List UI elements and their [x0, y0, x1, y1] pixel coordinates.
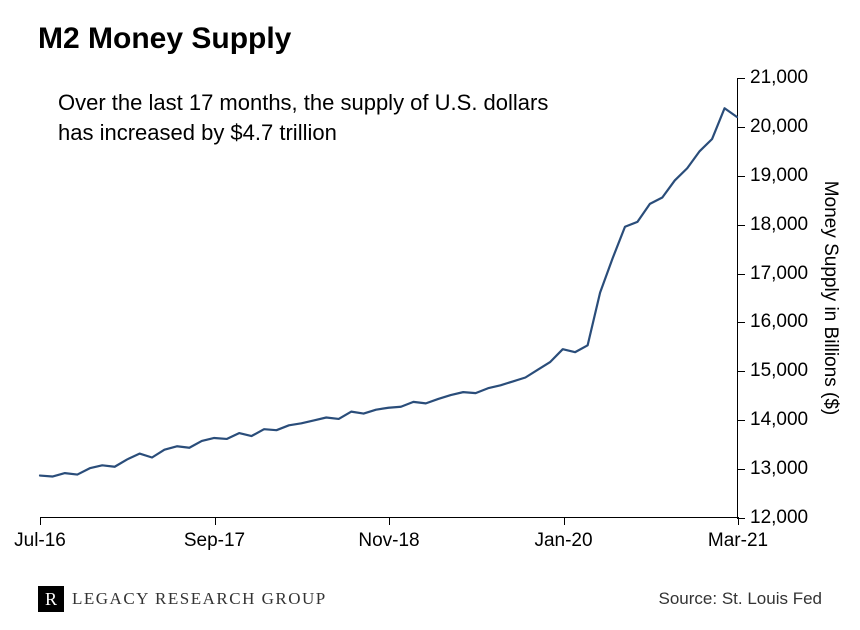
y-tick-label: 20,000 [750, 116, 808, 138]
y-tick [737, 127, 745, 128]
y-tick [737, 274, 745, 275]
brand: R LEGACY RESEARCH GROUP [38, 586, 327, 612]
x-tick [40, 517, 41, 525]
y-tick [737, 78, 745, 79]
y-tick-label: 13,000 [750, 458, 808, 480]
source-label: Source: St. Louis Fed [659, 589, 822, 609]
y-tick [737, 322, 745, 323]
y-tick-label: 16,000 [750, 311, 808, 333]
y-tick [737, 371, 745, 372]
y-tick-label: 15,000 [750, 360, 808, 382]
x-tick-label: Nov-18 [358, 530, 419, 552]
x-tick [564, 517, 565, 525]
x-tick-label: Sep-17 [184, 530, 245, 552]
chart-container: M2 Money Supply Over the last 17 months,… [0, 0, 860, 630]
x-tick [738, 517, 739, 525]
plot-area: Over the last 17 months, the supply of U… [40, 78, 738, 518]
y-axis-title: Money Supply in Billions ($) [819, 181, 841, 415]
y-tick-label: 17,000 [750, 263, 808, 285]
x-tick-label: Jan-20 [534, 530, 592, 552]
y-tick-label: 21,000 [750, 67, 808, 89]
y-tick [737, 420, 745, 421]
y-tick-label: 14,000 [750, 409, 808, 431]
chart-footer: R LEGACY RESEARCH GROUP Source: St. Loui… [38, 586, 822, 612]
chart-title: M2 Money Supply [38, 22, 291, 56]
y-tick-label: 18,000 [750, 214, 808, 236]
y-tick [737, 176, 745, 177]
line-series [40, 78, 737, 517]
y-tick-label: 19,000 [750, 165, 808, 187]
brand-text: LEGACY RESEARCH GROUP [72, 589, 327, 609]
x-tick-label: Mar-21 [708, 530, 768, 552]
x-tick [389, 517, 390, 525]
y-tick [737, 225, 745, 226]
x-tick-label: Jul-16 [14, 530, 66, 552]
y-tick [737, 469, 745, 470]
x-tick [215, 517, 216, 525]
m2-line [40, 108, 737, 476]
y-tick-label: 12,000 [750, 507, 808, 529]
brand-logo-icon: R [38, 586, 64, 612]
